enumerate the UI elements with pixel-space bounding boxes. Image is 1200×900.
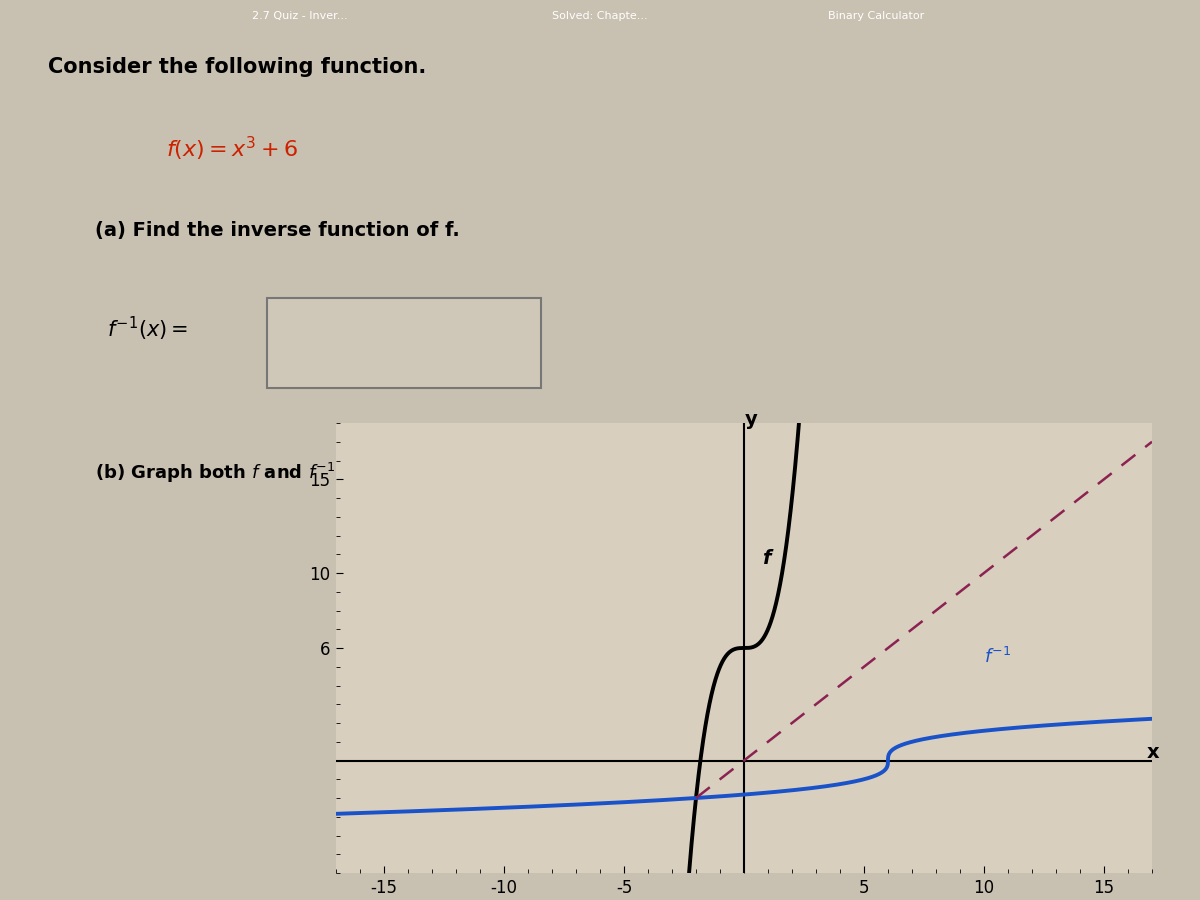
Text: (a) Find the inverse function of f.: (a) Find the inverse function of f. <box>95 220 460 239</box>
Text: Binary Calculator: Binary Calculator <box>828 11 924 21</box>
Text: f: f <box>762 549 770 568</box>
Text: y: y <box>745 410 757 428</box>
Text: Solved: Chapte...: Solved: Chapte... <box>552 11 648 21</box>
Text: (b) Graph both $f$ and $f^{-1}$ on the same set of coordinate axes.: (b) Graph both $f$ and $f^{-1}$ on the s… <box>95 461 706 485</box>
Text: $f^{-1}(x) =$: $f^{-1}(x) =$ <box>107 315 188 343</box>
Text: $f^{-1}$: $f^{-1}$ <box>984 647 1012 667</box>
Text: 2.7 Quiz - Inver...: 2.7 Quiz - Inver... <box>252 11 348 21</box>
Text: x: x <box>1147 743 1160 762</box>
Text: Consider the following function.: Consider the following function. <box>48 58 426 77</box>
FancyBboxPatch shape <box>268 298 541 388</box>
Text: $f(x) = x^3 + 6$: $f(x) = x^3 + 6$ <box>167 135 299 163</box>
